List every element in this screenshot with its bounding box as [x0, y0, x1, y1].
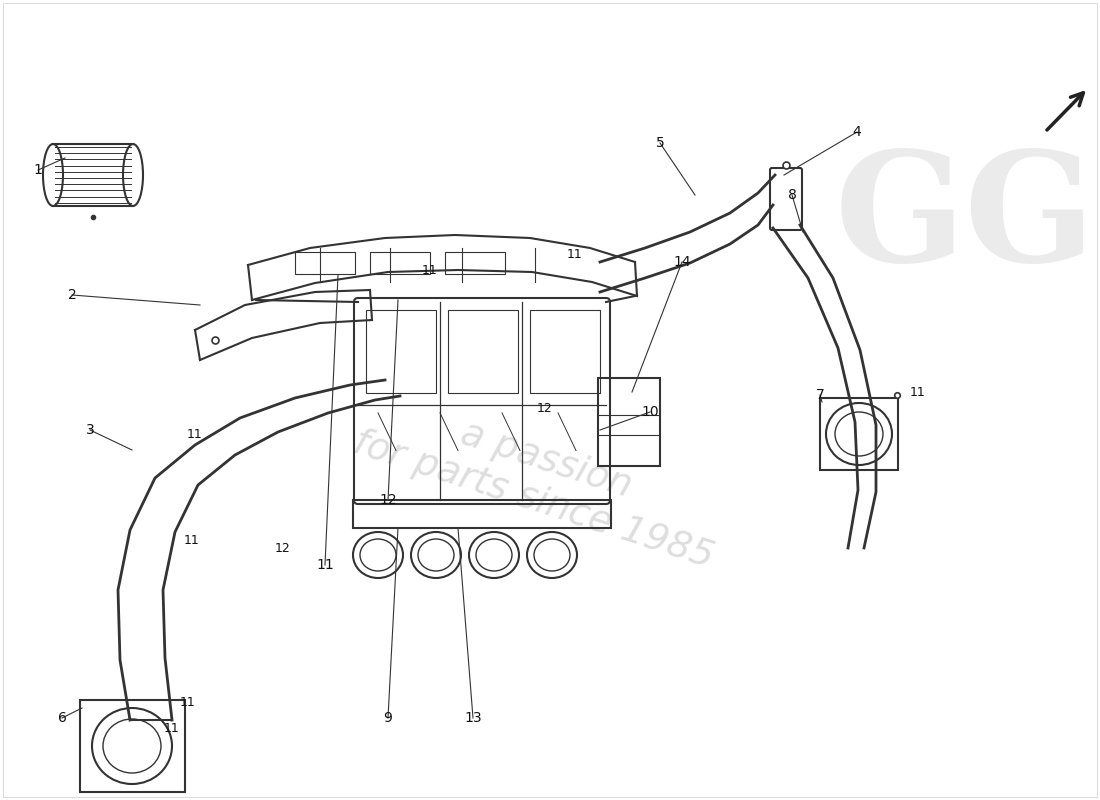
Text: 7: 7 — [815, 388, 824, 402]
Bar — [530, 310, 600, 393]
Bar — [353, 500, 610, 528]
Text: 14: 14 — [673, 255, 691, 269]
Bar — [366, 310, 436, 393]
Text: 3: 3 — [86, 423, 95, 437]
Text: 4: 4 — [852, 125, 861, 139]
Text: 11: 11 — [187, 429, 202, 442]
Text: 11: 11 — [184, 534, 200, 546]
Bar — [448, 310, 518, 393]
Text: 11: 11 — [568, 249, 583, 262]
Bar — [820, 398, 898, 470]
Bar — [295, 252, 355, 274]
Text: 11: 11 — [422, 263, 438, 277]
Text: 12: 12 — [275, 542, 290, 554]
Bar — [598, 378, 660, 466]
Bar — [80, 700, 185, 792]
Text: 6: 6 — [57, 711, 66, 725]
Text: 13: 13 — [464, 711, 482, 725]
Text: 12: 12 — [537, 402, 553, 414]
Text: 2: 2 — [67, 288, 76, 302]
Text: GG: GG — [835, 146, 1096, 294]
Text: 11: 11 — [164, 722, 180, 734]
Text: 11: 11 — [180, 695, 196, 709]
Text: 12: 12 — [379, 493, 397, 507]
Text: 11: 11 — [910, 386, 926, 398]
Text: 5: 5 — [656, 136, 664, 150]
Text: 9: 9 — [384, 711, 393, 725]
Text: 8: 8 — [788, 188, 796, 202]
Text: a passion
for parts since 1985: a passion for parts since 1985 — [349, 385, 732, 575]
Bar — [370, 252, 430, 274]
Text: 1: 1 — [34, 163, 43, 177]
Bar — [446, 252, 505, 274]
Text: 11: 11 — [316, 558, 334, 572]
Text: 10: 10 — [641, 405, 659, 419]
